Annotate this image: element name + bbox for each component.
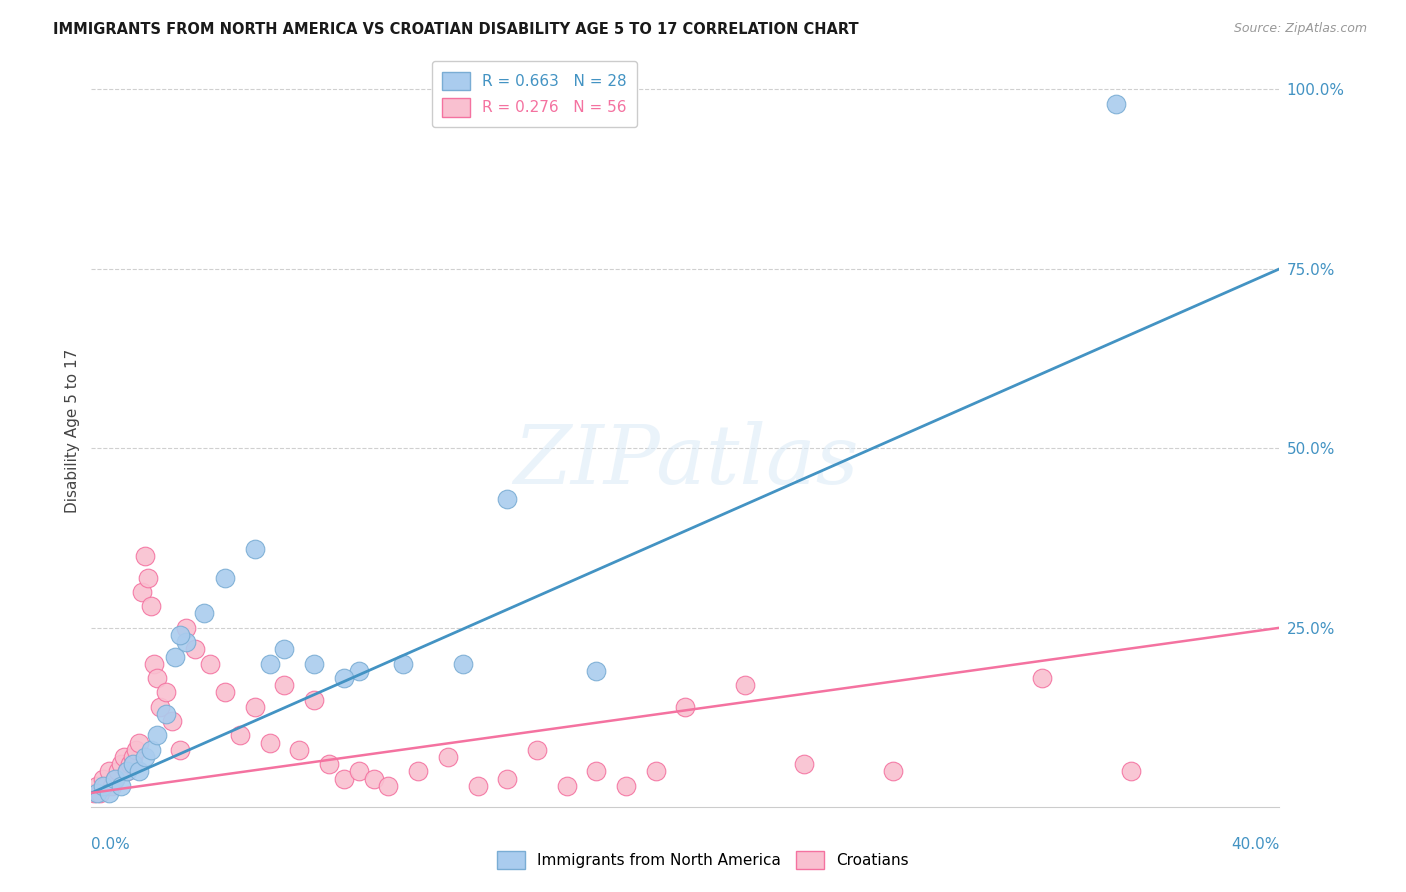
Point: [139, 599, 162, 614]
Point: [160, 714, 183, 728]
Point: [214, 685, 236, 699]
Point: [91, 779, 114, 793]
Point: [184, 642, 207, 657]
Point: [176, 635, 198, 649]
Point: [406, 764, 429, 779]
Point: [302, 657, 325, 671]
Text: 40.0%: 40.0%: [1232, 838, 1279, 853]
Point: [882, 764, 904, 779]
Point: [104, 772, 127, 786]
Point: [259, 657, 281, 671]
Point: [436, 750, 458, 764]
Point: [273, 642, 295, 657]
Point: [107, 764, 129, 779]
Point: [1105, 96, 1128, 111]
Text: Source: ZipAtlas.com: Source: ZipAtlas.com: [1233, 22, 1367, 36]
Legend: R = 0.663   N = 28, R = 0.276   N = 56: R = 0.663 N = 28, R = 0.276 N = 56: [432, 62, 637, 128]
Point: [134, 549, 156, 563]
Point: [86, 786, 108, 800]
Point: [333, 772, 356, 786]
Point: [128, 736, 150, 750]
Point: [585, 764, 607, 779]
Point: [229, 729, 252, 743]
Point: [467, 779, 489, 793]
Point: [169, 628, 191, 642]
Point: [273, 678, 295, 692]
Point: [169, 743, 191, 757]
Point: [347, 764, 370, 779]
Point: [259, 736, 281, 750]
Point: [101, 779, 124, 793]
Text: ZIPatlas: ZIPatlas: [513, 420, 858, 500]
Point: [526, 743, 548, 757]
Point: [200, 657, 222, 671]
Point: [112, 750, 135, 764]
Point: [496, 491, 519, 506]
Point: [142, 657, 165, 671]
Point: [136, 570, 159, 584]
Point: [110, 779, 132, 793]
Point: [118, 757, 141, 772]
Point: [139, 743, 162, 757]
Point: [91, 772, 114, 786]
Point: [585, 664, 607, 678]
Point: [377, 779, 399, 793]
Point: [83, 786, 105, 800]
Point: [288, 743, 311, 757]
Point: [193, 607, 215, 621]
Point: [110, 757, 132, 772]
Point: [363, 772, 385, 786]
Text: IMMIGRANTS FROM NORTH AMERICA VS CROATIAN DISABILITY AGE 5 TO 17 CORRELATION CHA: IMMIGRANTS FROM NORTH AMERICA VS CROATIA…: [53, 22, 859, 37]
Point: [115, 764, 138, 779]
Point: [122, 757, 145, 772]
Point: [673, 699, 696, 714]
Point: [104, 772, 127, 786]
Point: [347, 664, 370, 678]
Point: [214, 570, 236, 584]
Point: [614, 779, 637, 793]
Point: [318, 757, 340, 772]
Text: 0.0%: 0.0%: [91, 838, 131, 853]
Point: [451, 657, 474, 671]
Point: [115, 764, 138, 779]
Point: [145, 729, 167, 743]
Point: [302, 692, 325, 706]
Point: [496, 772, 519, 786]
Point: [392, 657, 415, 671]
Point: [644, 764, 666, 779]
Point: [555, 779, 578, 793]
Point: [333, 671, 356, 685]
Point: [145, 671, 167, 685]
Point: [1031, 671, 1053, 685]
Point: [243, 541, 266, 556]
Point: [86, 779, 108, 793]
Point: [122, 750, 145, 764]
Point: [149, 699, 172, 714]
Point: [734, 678, 756, 692]
Point: [98, 786, 121, 800]
Point: [89, 786, 111, 800]
Point: [163, 649, 186, 664]
Point: [131, 585, 153, 599]
Point: [96, 779, 118, 793]
Point: [98, 764, 121, 779]
Legend: Immigrants from North America, Croatians: Immigrants from North America, Croatians: [491, 845, 915, 875]
Point: [1119, 764, 1142, 779]
Point: [125, 743, 148, 757]
Point: [134, 750, 156, 764]
Y-axis label: Disability Age 5 to 17: Disability Age 5 to 17: [65, 348, 80, 513]
Point: [176, 621, 198, 635]
Point: [155, 706, 177, 721]
Point: [793, 757, 815, 772]
Point: [243, 699, 266, 714]
Point: [155, 685, 177, 699]
Point: [128, 764, 150, 779]
